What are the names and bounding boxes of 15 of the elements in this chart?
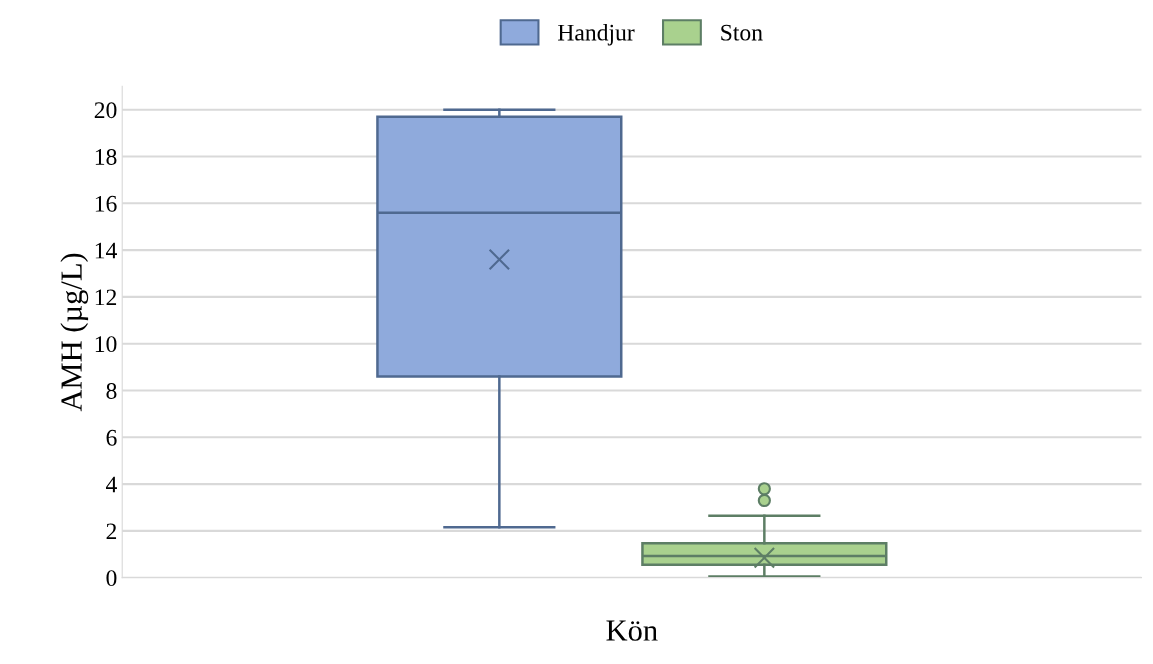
- y-tick-label: 2: [106, 523, 117, 540]
- y-tick-label: 6: [106, 429, 117, 446]
- y-tick-label: 14: [95, 242, 117, 259]
- y-tick-label: 8: [106, 382, 117, 399]
- y-tick-label: 12: [95, 289, 117, 306]
- y-axis-title: AMH (µg/L): [60, 253, 89, 412]
- y-tick-label: 16: [95, 195, 117, 212]
- y-tick-label: 18: [95, 149, 117, 165]
- y-tick-label: 20: [94, 102, 117, 119]
- legend-label: Ston: [721, 24, 763, 41]
- y-tick-label: 4: [106, 476, 117, 493]
- legend-label: Handjur: [558, 24, 635, 46]
- x-axis-title: Kön: [606, 620, 658, 641]
- y-tick-label: 0: [106, 570, 117, 587]
- y-tick-label: 10: [95, 336, 117, 353]
